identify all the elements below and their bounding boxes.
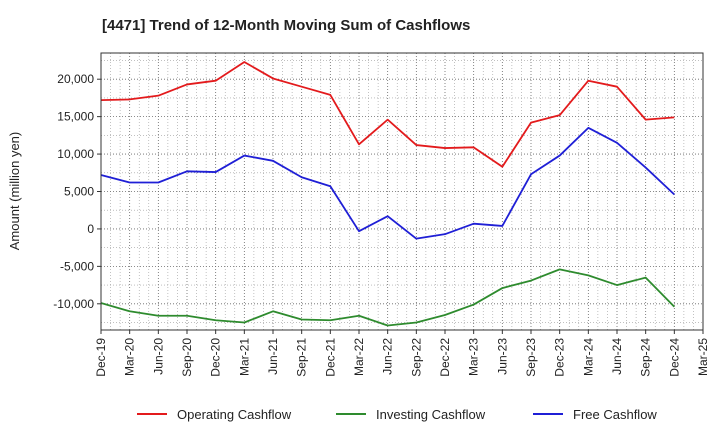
plot-frame [100, 52, 704, 331]
x-tick-label: Dec-24 [667, 338, 681, 377]
legend-label-free-cashflow: Free Cashflow [573, 407, 657, 422]
y-tick-label: 10,000 [57, 147, 94, 161]
x-tick-label: Mar-24 [581, 338, 595, 376]
series-layer [100, 61, 675, 327]
x-ticks: Dec-19 Mar-20 Jun-20 Sep-20 Dec-20 Mar-21 Jun-… [94, 330, 710, 377]
y-tick-label: 5,000 [64, 185, 94, 199]
x-tick-label: Sep-22 [409, 338, 423, 377]
grid-layer [101, 53, 703, 330]
x-tick-label: Jun-21 [266, 338, 280, 375]
x-tick-label: Dec-22 [438, 338, 452, 377]
series-line-investing-cashflow [100, 268, 675, 327]
y-tick-label: 0 [87, 222, 94, 236]
y-axis-label: Amount (million yen) [7, 132, 22, 251]
x-tick-label: Jun-22 [381, 338, 395, 375]
x-tick-label: Dec-19 [94, 338, 108, 377]
x-tick-label: Jun-24 [610, 338, 624, 375]
x-tick-label: Sep-20 [180, 338, 194, 377]
legend-label-operating-cashflow: Operating Cashflow [177, 407, 292, 422]
x-tick-label: Dec-20 [209, 338, 223, 377]
x-tick-label: Mar-20 [123, 338, 137, 376]
legend-label-investing-cashflow: Investing Cashflow [376, 407, 486, 422]
y-tick-label: -5,000 [60, 259, 94, 273]
x-tick-label: Jun-20 [151, 338, 165, 375]
x-tick-label: Mar-23 [467, 338, 481, 376]
y-tick-label: 15,000 [57, 110, 94, 124]
y-tick-label: 20,000 [57, 72, 94, 86]
series-line-operating-cashflow [100, 61, 675, 168]
x-tick-label: Sep-21 [295, 338, 309, 377]
y-tick-label: -10,000 [53, 297, 94, 311]
y-ticks: 20,000 15,000 10,000 5,000 0 -5,000 -10,000 [53, 72, 101, 311]
x-tick-label: Sep-24 [639, 338, 653, 377]
legend: Operating Cashflow Investing Cashflow Free… [137, 407, 657, 422]
x-tick-label: Mar-21 [237, 338, 251, 376]
x-tick-label: Jun-23 [495, 338, 509, 375]
x-tick-label: Mar-22 [352, 338, 366, 376]
x-tick-label: Mar-25 [696, 338, 710, 376]
chart-title: [4471] Trend of 12-Month Moving Sum of C… [102, 17, 470, 34]
x-tick-label: Dec-21 [323, 338, 337, 377]
x-tick-label: Dec-23 [553, 338, 567, 377]
x-tick-label: Sep-23 [524, 338, 538, 377]
series-line-free-cashflow [100, 126, 675, 240]
